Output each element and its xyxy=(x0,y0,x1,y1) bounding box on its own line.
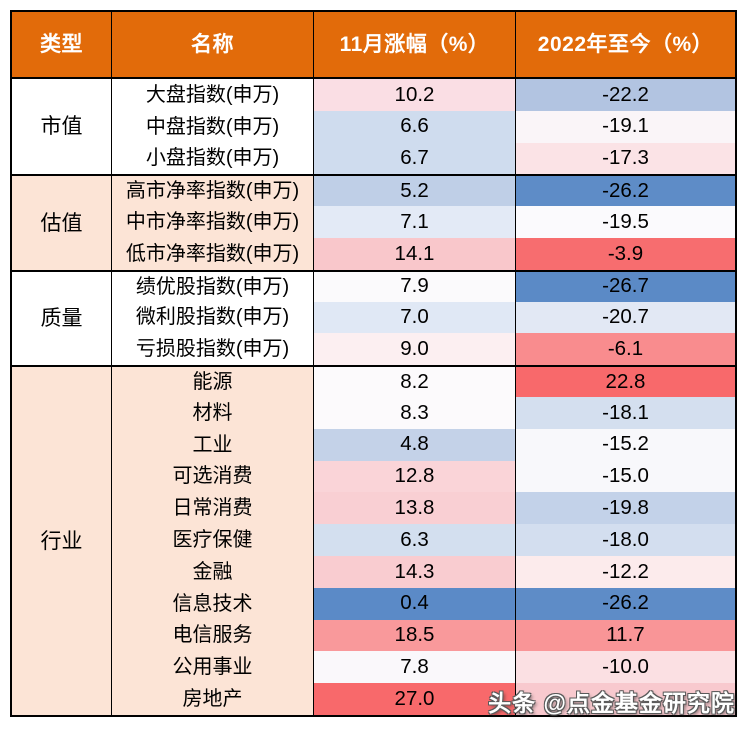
nov-cell: 14.1 xyxy=(314,237,516,270)
nov-cell: 6.6 xyxy=(314,110,516,143)
nov-cell: 5.2 xyxy=(314,174,516,207)
name-cell: 中市净率指数(申万) xyxy=(112,206,314,238)
ytd-cell: -6.1 xyxy=(516,333,735,366)
ytd-cell: -18.0 xyxy=(516,524,735,556)
name-cell: 中盘指数(申万) xyxy=(112,110,314,143)
nov-cell: 8.2 xyxy=(314,365,516,397)
nov-cell: 6.3 xyxy=(314,524,516,556)
type-cell-market-cap: 市值 xyxy=(12,79,112,175)
ytd-cell: -26.2 xyxy=(516,587,735,620)
nov-cell: 14.3 xyxy=(314,555,516,588)
nov-cell: 7.0 xyxy=(314,301,516,334)
ytd-cell: -12.2 xyxy=(516,555,735,588)
name-cell: 医疗保健 xyxy=(112,524,314,556)
name-cell: 日常消费 xyxy=(112,492,314,525)
ytd-cell: -10.0 xyxy=(516,651,735,684)
name-cell: 绩优股指数(申万) xyxy=(112,269,314,302)
name-cell: 微利股指数(申万) xyxy=(112,301,314,334)
ytd-cell: 11.7 xyxy=(516,619,735,652)
ytd-cell: -3.9 xyxy=(516,237,735,270)
ytd-cell: -15.0 xyxy=(516,460,735,493)
nov-cell: 7.8 xyxy=(314,651,516,684)
type-cell-valuation: 估值 xyxy=(12,174,112,270)
ytd-cell: -20.7 xyxy=(516,301,735,334)
nov-cell: 8.3 xyxy=(314,396,516,429)
name-cell: 能源 xyxy=(112,365,314,397)
type-cell-quality: 质量 xyxy=(12,269,112,366)
ytd-cell: -19.8 xyxy=(516,492,735,525)
name-cell: 工业 xyxy=(112,428,314,461)
ytd-cell: -17.3 xyxy=(516,142,735,175)
header-cell-name: 名称 xyxy=(112,12,314,79)
ytd-cell: -19.1 xyxy=(516,110,735,143)
header-cell-nov: 11月涨幅（%） xyxy=(314,12,516,79)
name-cell: 房地产 xyxy=(112,683,314,715)
name-cell: 信息技术 xyxy=(112,587,314,620)
name-cell: 低市净率指数(申万) xyxy=(112,237,314,270)
name-cell: 大盘指数(申万) xyxy=(112,79,314,111)
nov-cell: 18.5 xyxy=(314,619,516,652)
name-cell: 材料 xyxy=(112,396,314,429)
nov-cell: 7.9 xyxy=(314,269,516,302)
nov-cell: 0.4 xyxy=(314,587,516,620)
nov-cell: 9.0 xyxy=(314,333,516,366)
ytd-cell: -22.2 xyxy=(516,79,735,111)
nov-cell: 7.1 xyxy=(314,206,516,238)
name-cell: 亏损股指数(申万) xyxy=(112,333,314,366)
name-cell: 可选消费 xyxy=(112,460,314,493)
ytd-cell: -19.5 xyxy=(516,206,735,238)
ytd-cell: -18.1 xyxy=(516,396,735,429)
type-cell-industry: 行业 xyxy=(12,365,112,715)
nov-cell: 6.7 xyxy=(314,142,516,175)
nov-cell: 4.8 xyxy=(314,428,516,461)
ytd-cell: -15.2 xyxy=(516,428,735,461)
name-cell: 小盘指数(申万) xyxy=(112,142,314,175)
name-cell: 公用事业 xyxy=(112,651,314,684)
header-cell-type: 类型 xyxy=(12,12,112,79)
nov-cell: 13.8 xyxy=(314,492,516,525)
nov-cell: 27.0 xyxy=(314,683,516,715)
index-performance-table: 类型 名称 11月涨幅（%） 2022年至今（%） 市值 大盘指数(申万) 10… xyxy=(10,10,737,717)
nov-cell: 12.8 xyxy=(314,460,516,493)
ytd-cell-obscured xyxy=(516,683,735,715)
header-cell-ytd: 2022年至今（%） xyxy=(516,12,735,79)
name-cell: 高市净率指数(申万) xyxy=(112,174,314,207)
ytd-cell: 22.8 xyxy=(516,365,735,397)
ytd-cell: -26.7 xyxy=(516,269,735,302)
name-cell: 金融 xyxy=(112,555,314,588)
nov-cell: 10.2 xyxy=(314,79,516,111)
ytd-cell: -26.2 xyxy=(516,174,735,207)
name-cell: 电信服务 xyxy=(112,619,314,652)
